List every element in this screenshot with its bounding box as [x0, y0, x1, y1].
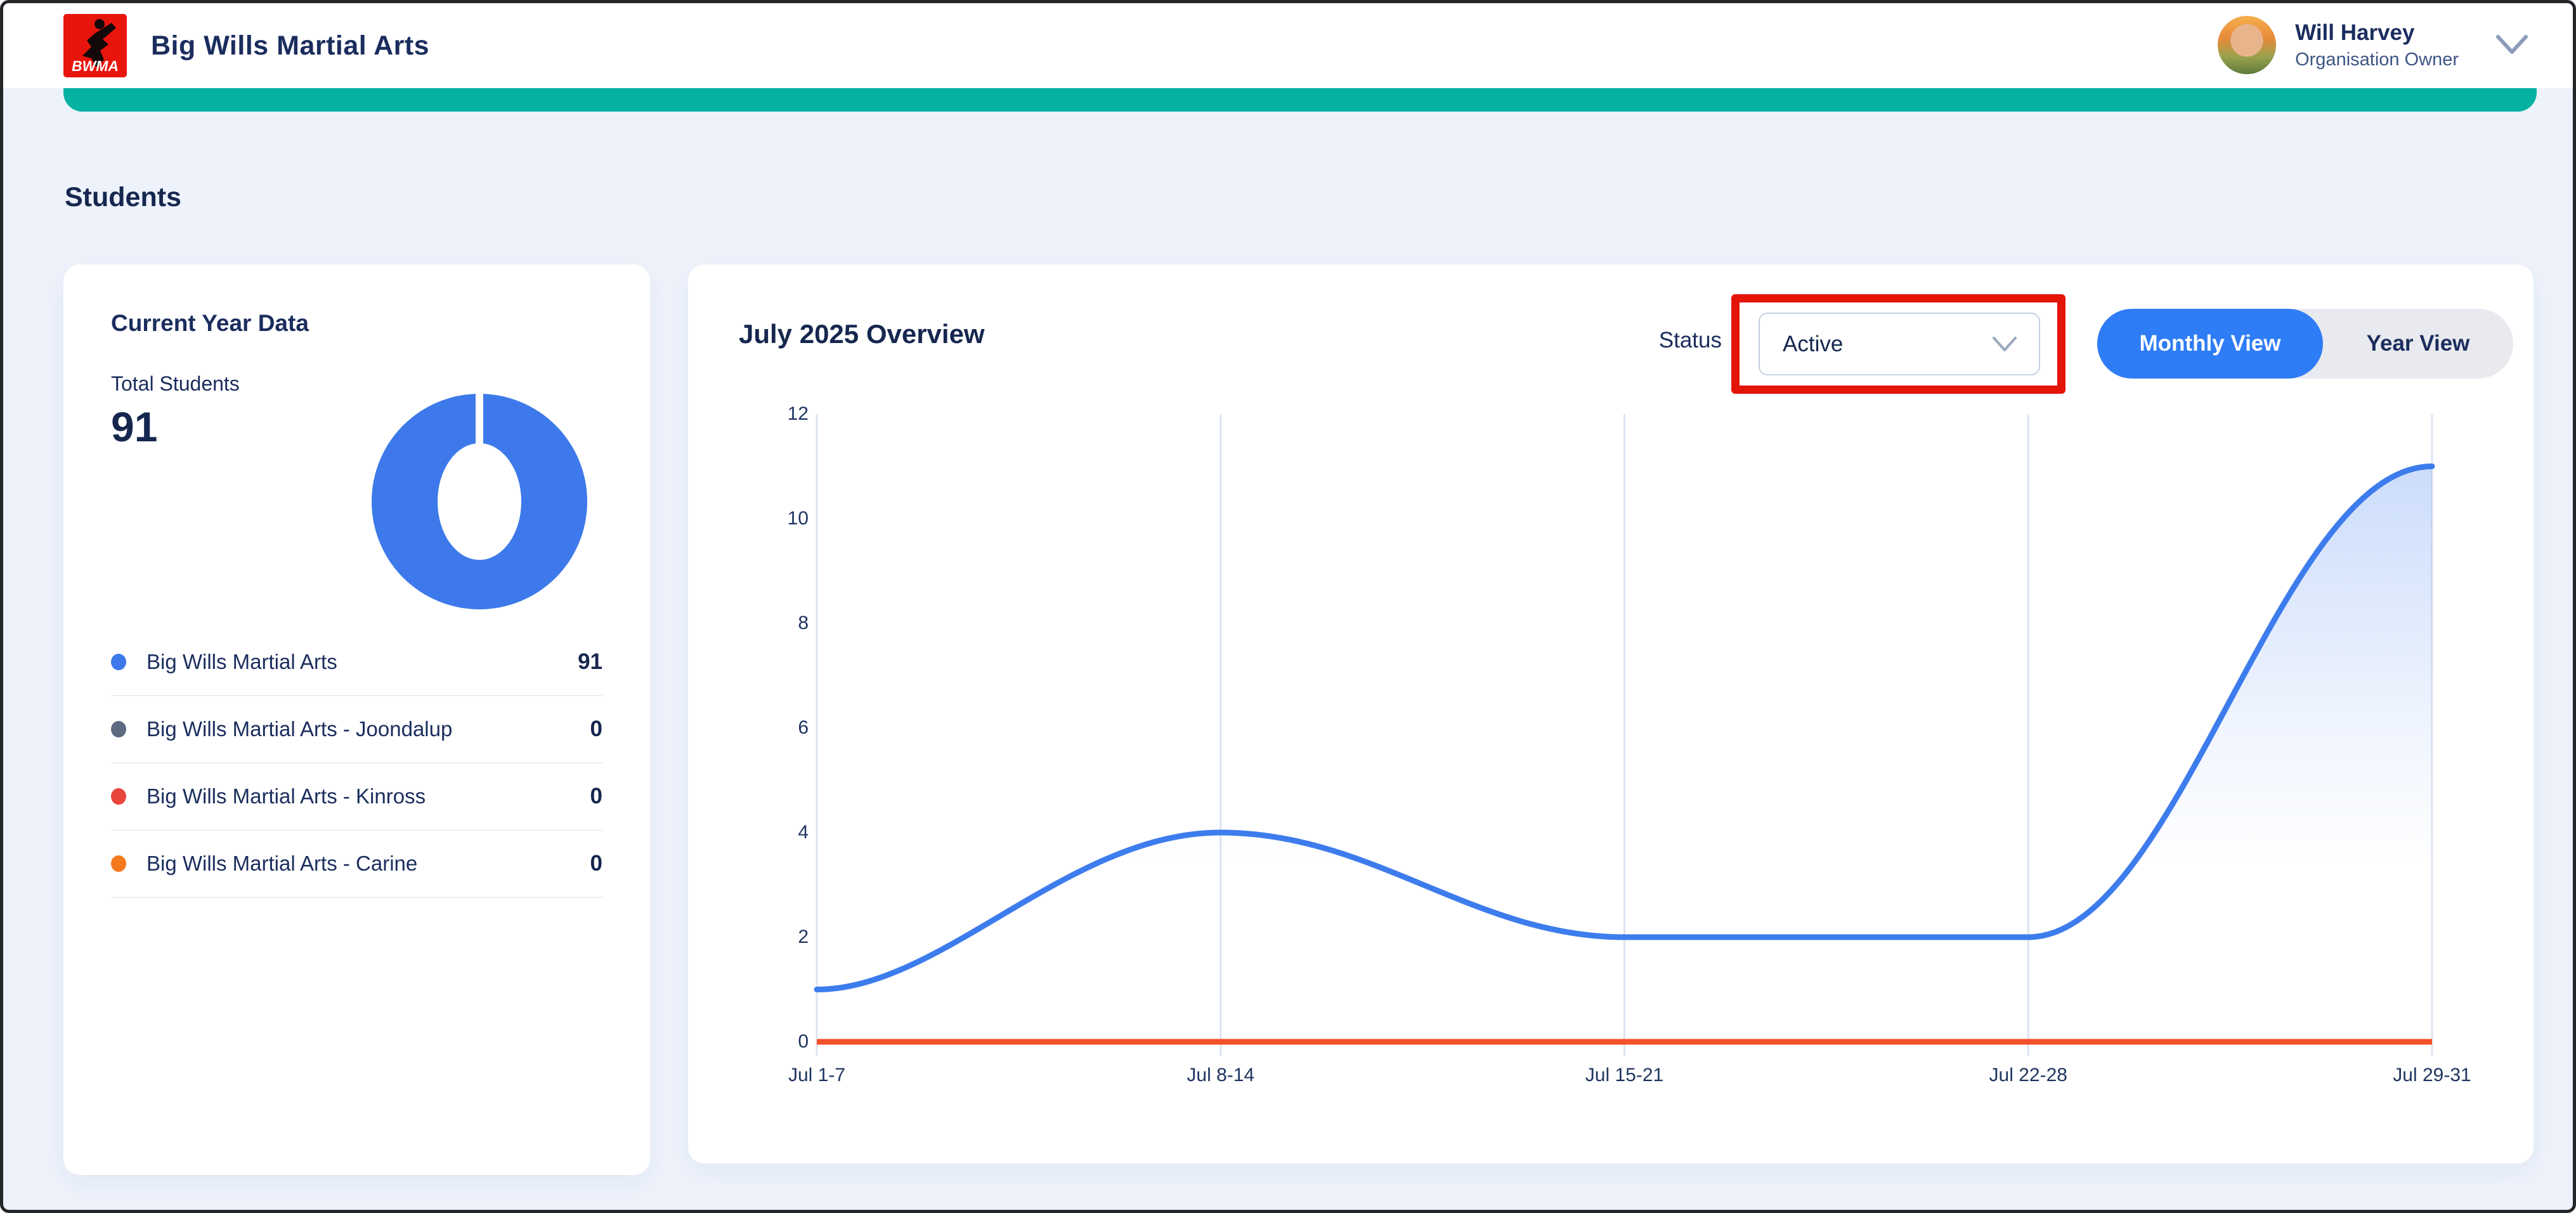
- brand-title: Big Wills Martial Arts: [151, 30, 430, 61]
- x-axis-tick: Jul 22-28: [1989, 1065, 2067, 1086]
- monthly-view-button[interactable]: Monthly View: [2097, 309, 2323, 379]
- students-donut-chart: [372, 390, 587, 609]
- status-label: Status: [1658, 328, 1722, 353]
- legend-value: 0: [590, 717, 602, 741]
- legend-label: Big Wills Martial Arts: [146, 650, 337, 673]
- legend-row: Big Wills Martial Arts - Joondalup 0: [111, 696, 602, 763]
- legend-dot-blue-icon: [111, 654, 126, 670]
- legend-row: Big Wills Martial Arts 91: [111, 629, 602, 696]
- chevron-down-icon: [1993, 336, 2017, 351]
- user-name: Will Harvey: [2295, 20, 2415, 45]
- current-year-data-card: Current Year Data Total Students 91 Big …: [63, 264, 650, 1175]
- app-header: BWMA Big Wills Martial Arts Will Harvey …: [3, 3, 2573, 88]
- total-students-value: 91: [111, 403, 158, 450]
- progress-bar: [63, 88, 2537, 112]
- y-axis-tick: 8: [798, 613, 809, 633]
- donut-legend: Big Wills Martial Arts 91 Big Wills Mart…: [111, 629, 602, 898]
- legend-dot-orange-icon: [111, 855, 126, 872]
- y-axis-tick: 4: [798, 822, 809, 843]
- y-axis-tick: 6: [798, 717, 809, 738]
- user-text: Will Harvey Organisation Owner: [2295, 20, 2459, 70]
- overview-title: July 2025 Overview: [739, 319, 985, 349]
- card-title: Current Year Data: [111, 310, 309, 336]
- user-menu[interactable]: Will Harvey Organisation Owner: [2218, 13, 2528, 77]
- bwma-logo-icon: BWMA: [63, 14, 127, 77]
- chevron-down-icon[interactable]: [2495, 34, 2528, 56]
- view-toggle: Monthly View Year View: [2097, 309, 2513, 379]
- y-axis-tick: 2: [798, 926, 809, 947]
- status-dropdown[interactable]: Active: [1759, 313, 2040, 375]
- legend-label: Big Wills Martial Arts - Carine: [146, 852, 418, 875]
- legend-row: Big Wills Martial Arts - Carine 0: [111, 831, 602, 898]
- x-axis-tick: Jul 29-31: [2393, 1065, 2471, 1086]
- legend-value: 0: [590, 851, 602, 876]
- total-students-label: Total Students: [111, 372, 240, 395]
- y-axis-tick: 12: [787, 403, 809, 424]
- overview-card: July 2025 Overview Status Active Monthly…: [688, 264, 2534, 1164]
- brand-link[interactable]: BWMA Big Wills Martial Arts: [63, 14, 429, 77]
- legend-dot-gray-icon: [111, 721, 126, 737]
- legend-dot-red-icon: [111, 788, 126, 805]
- legend-label: Big Wills Martial Arts - Joondalup: [146, 717, 453, 741]
- legend-value: 91: [578, 649, 602, 674]
- y-axis-tick: 0: [798, 1031, 809, 1052]
- x-axis-tick: Jul 15-21: [1585, 1065, 1664, 1086]
- x-axis-tick: Jul 8-14: [1187, 1065, 1255, 1086]
- x-axis-tick: Jul 1-7: [788, 1065, 846, 1086]
- user-role: Organisation Owner: [2295, 49, 2459, 70]
- user-avatar: [2218, 16, 2277, 74]
- overview-line-chart: [814, 414, 2435, 1056]
- year-view-button[interactable]: Year View: [2366, 331, 2470, 356]
- page-title: Students: [65, 182, 181, 212]
- y-axis-tick: 10: [787, 508, 809, 529]
- blue-series-area: [817, 466, 2432, 1042]
- status-dropdown-value: Active: [1783, 331, 1844, 356]
- blue-series-line: [814, 464, 2435, 992]
- legend-label: Big Wills Martial Arts - Kinross: [146, 784, 426, 808]
- legend-value: 0: [590, 784, 602, 808]
- logo-text: BWMA: [72, 58, 119, 74]
- legend-row: Big Wills Martial Arts - Kinross 0: [111, 763, 602, 831]
